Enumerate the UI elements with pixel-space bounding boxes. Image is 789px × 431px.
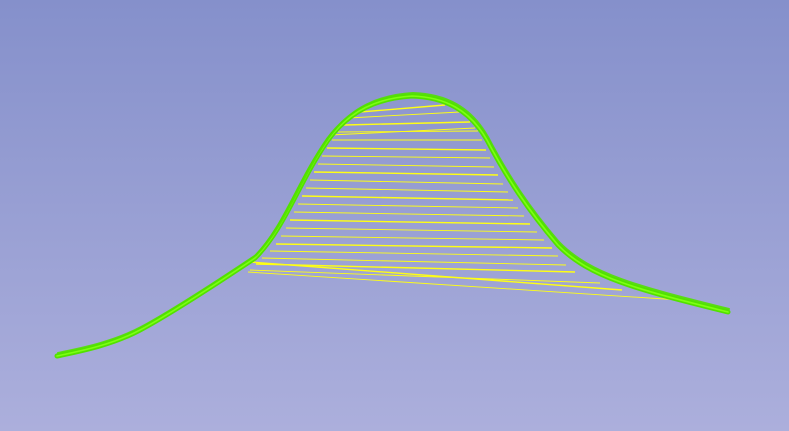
hatch-line bbox=[347, 111, 461, 119]
hatch-line bbox=[343, 121, 471, 126]
hatch-line bbox=[289, 219, 531, 225]
hatch-line bbox=[280, 235, 545, 241]
hatch-line bbox=[321, 155, 491, 159]
hatch-line bbox=[275, 243, 553, 249]
hatch-line bbox=[249, 269, 601, 284]
hatch-line bbox=[269, 250, 559, 257]
hatch-line bbox=[313, 171, 499, 176]
hatch-line bbox=[293, 211, 525, 217]
hatch-line bbox=[247, 271, 681, 301]
hatch-line bbox=[329, 127, 476, 136]
surface-hatching bbox=[247, 104, 681, 301]
hatch-line bbox=[301, 195, 514, 201]
curve-secondary-stroke bbox=[57, 92, 730, 354]
hatch-line bbox=[317, 163, 495, 168]
hatch-line bbox=[359, 104, 446, 113]
hatch-line bbox=[261, 257, 567, 266]
curve-inner-stroke bbox=[56, 95, 729, 357]
hatch-line bbox=[249, 261, 623, 291]
hatch-line bbox=[309, 179, 504, 185]
hatch-line bbox=[255, 263, 576, 273]
hatch-line bbox=[297, 203, 519, 209]
hatch-line bbox=[305, 187, 509, 193]
hatch-line bbox=[285, 227, 538, 233]
hatch-line bbox=[326, 147, 487, 151]
